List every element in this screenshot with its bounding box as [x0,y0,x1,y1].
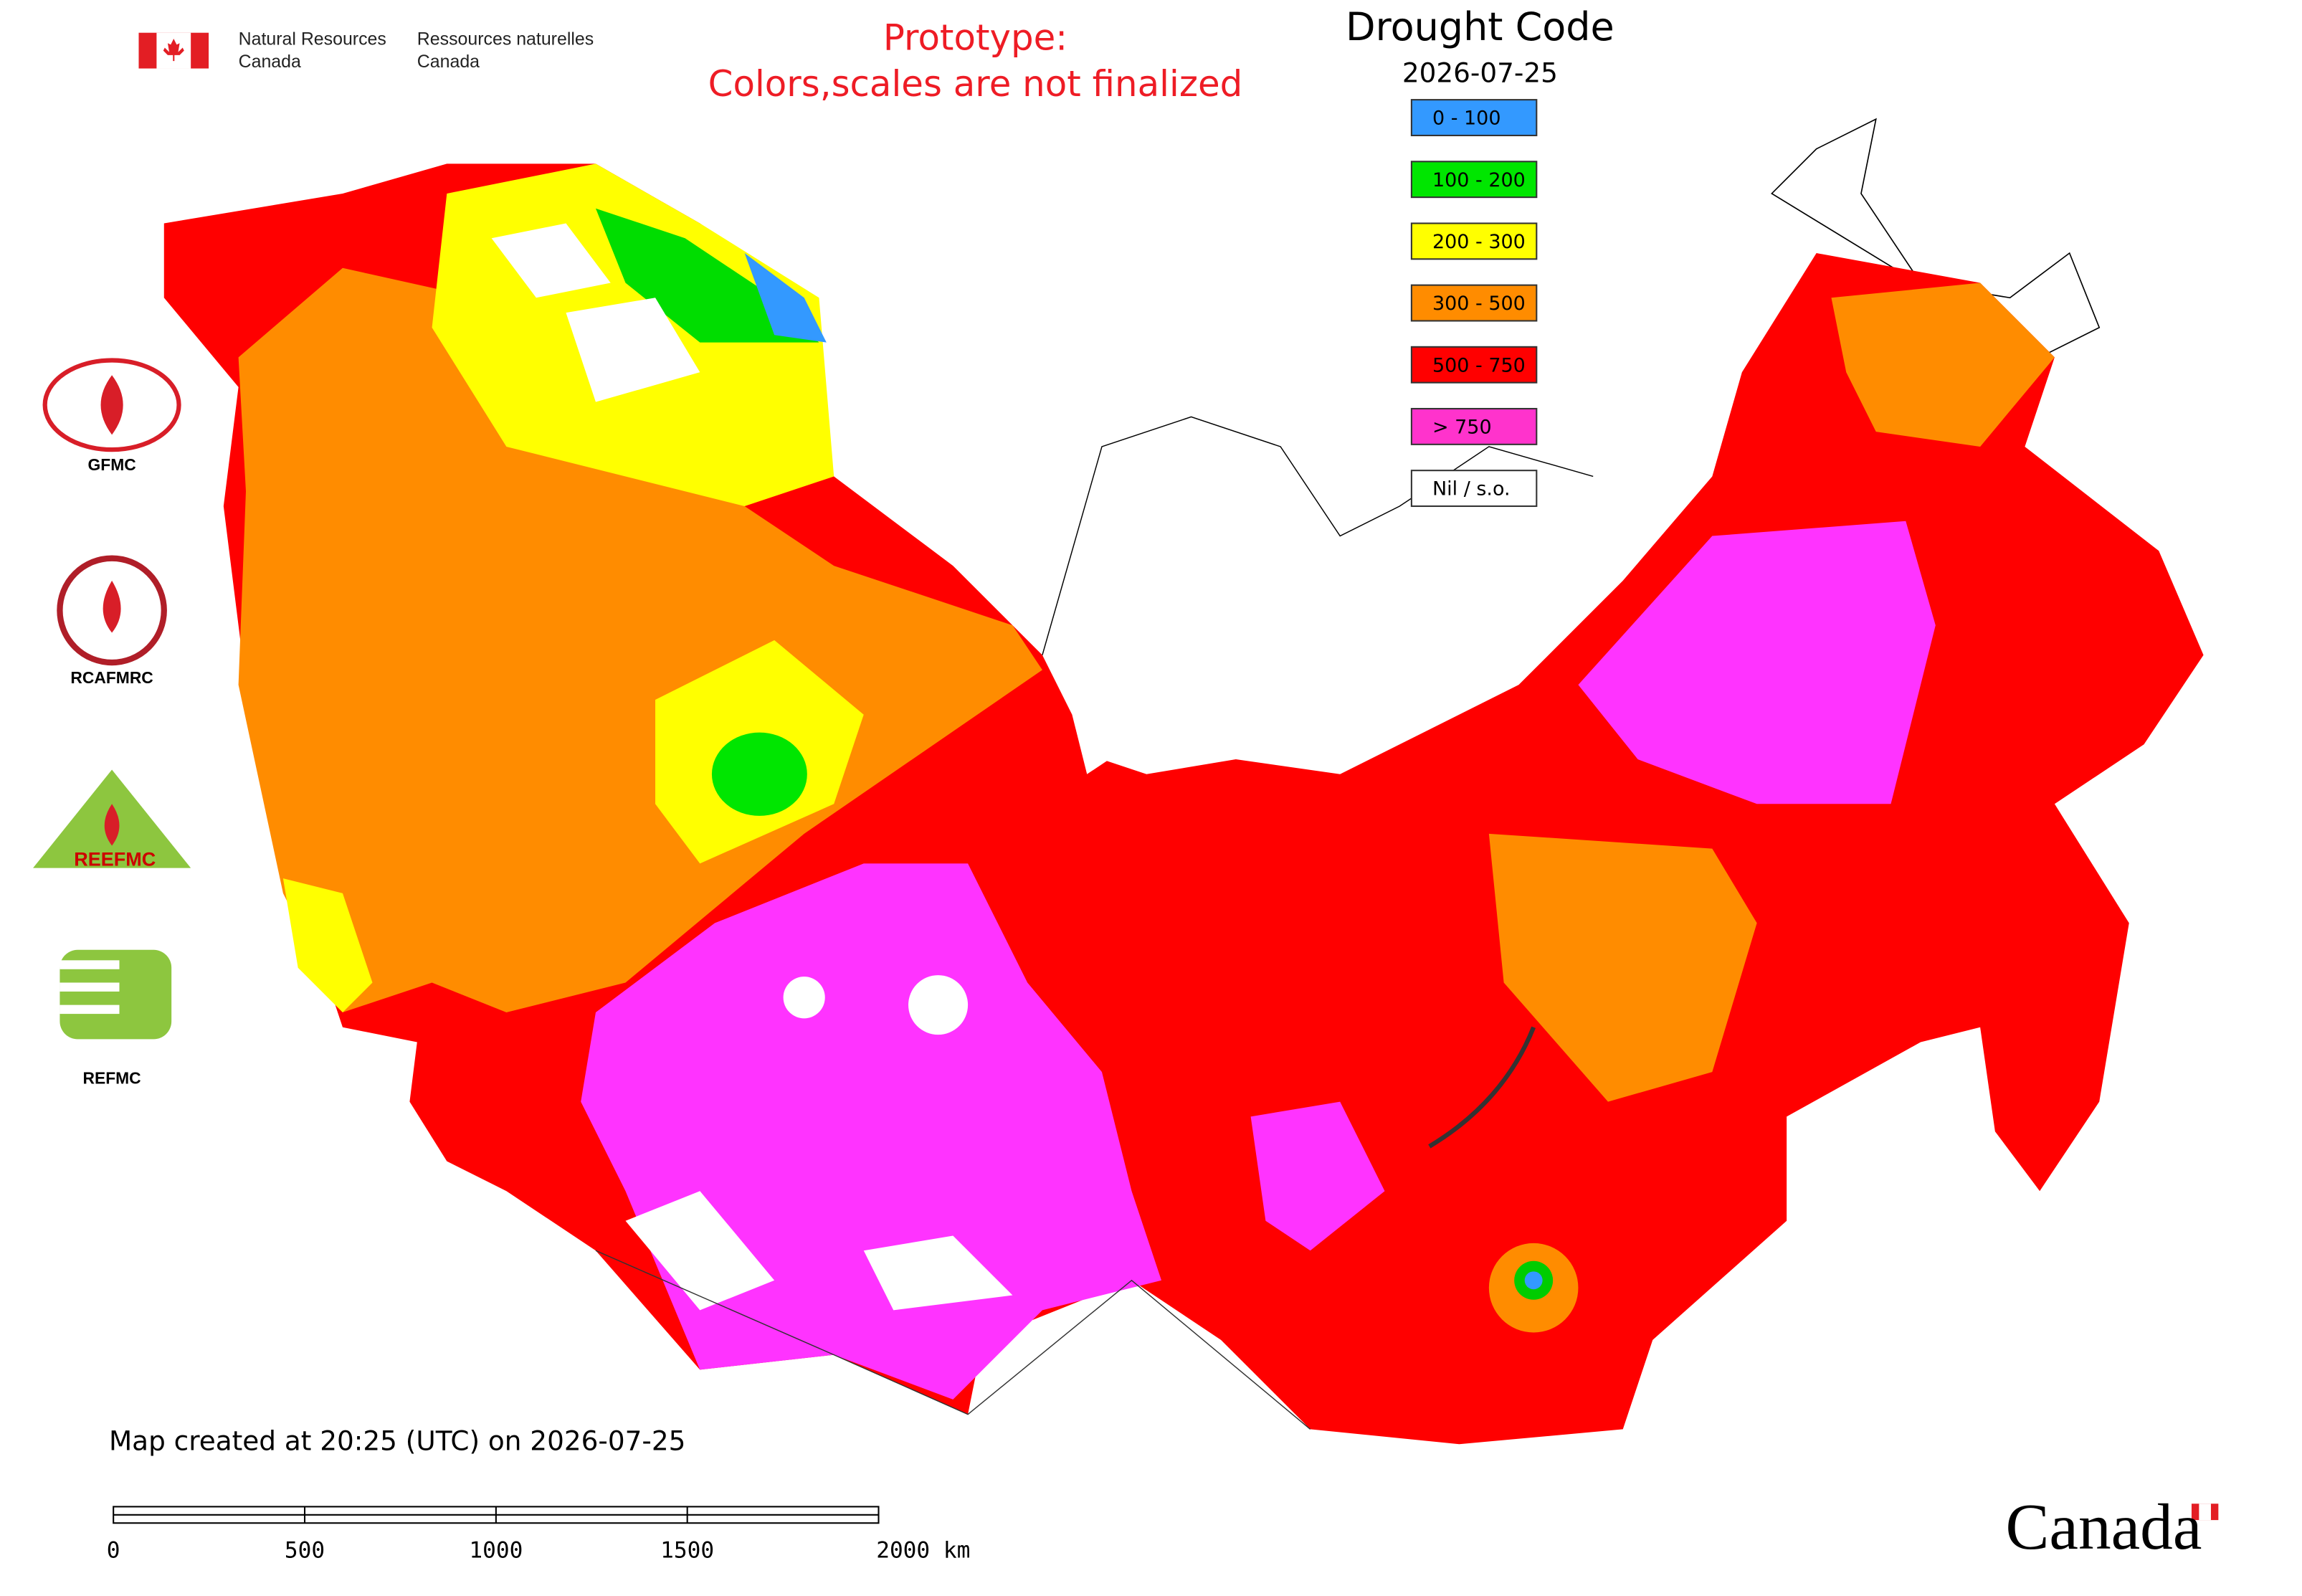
legend-label: 200 - 300 [1432,231,1526,253]
notice: Colors,scales are not finalized [708,63,1243,105]
flag [138,32,209,69]
map [163,118,2204,1445]
legend-date: 2026-07-25 [1402,57,1558,88]
logo-label: RCAFMRC [70,668,153,687]
legend-swatch [1410,284,1538,322]
logo-label: GFMC [88,455,136,474]
legend-label: 100 - 200 [1432,169,1526,191]
legend-swatch [1410,161,1538,199]
legend-label: Nil / s.o. [1432,478,1511,500]
logos [33,358,191,1040]
logo-label: REEFMC [74,848,156,870]
scale-label: 500 [285,1538,325,1564]
wordmark-flag [2191,1504,2219,1521]
legend-swatch [1410,470,1538,508]
legend-label: 300 - 500 [1432,293,1526,315]
canada-wordmark: Canada [2005,1491,2202,1563]
legend-swatch [1410,407,1538,445]
logo-label: REFMC [83,1068,141,1087]
legend-label: 0 - 100 [1432,108,1501,130]
scale-bar [113,1506,880,1524]
scale-label: 1000 [469,1538,523,1564]
legend-swatch [1410,222,1538,260]
scale-label: 0 [107,1538,120,1564]
legend-swatch [1410,346,1538,384]
legend-label: > 750 [1432,416,1492,438]
scale-label: 2000 km [876,1538,970,1564]
notice: Prototype: [883,17,1067,59]
legend-title: Drought Code [1346,4,1614,49]
scale-label: 1500 [660,1538,714,1564]
department-fr: Ressources naturelles [417,29,594,49]
department-en: Canada [239,52,301,72]
legend-label: 500 - 750 [1432,354,1526,376]
legend-swatch [1410,99,1538,136]
department-fr: Canada [417,52,480,72]
created-note: Map created at 20:25 (UTC) on 2026-07-25 [109,1425,685,1457]
department-en: Natural Resources [239,29,386,49]
legend: 0 - 100 100 - 200 200 - 300 300 - 500 500 - … [1410,99,1538,508]
